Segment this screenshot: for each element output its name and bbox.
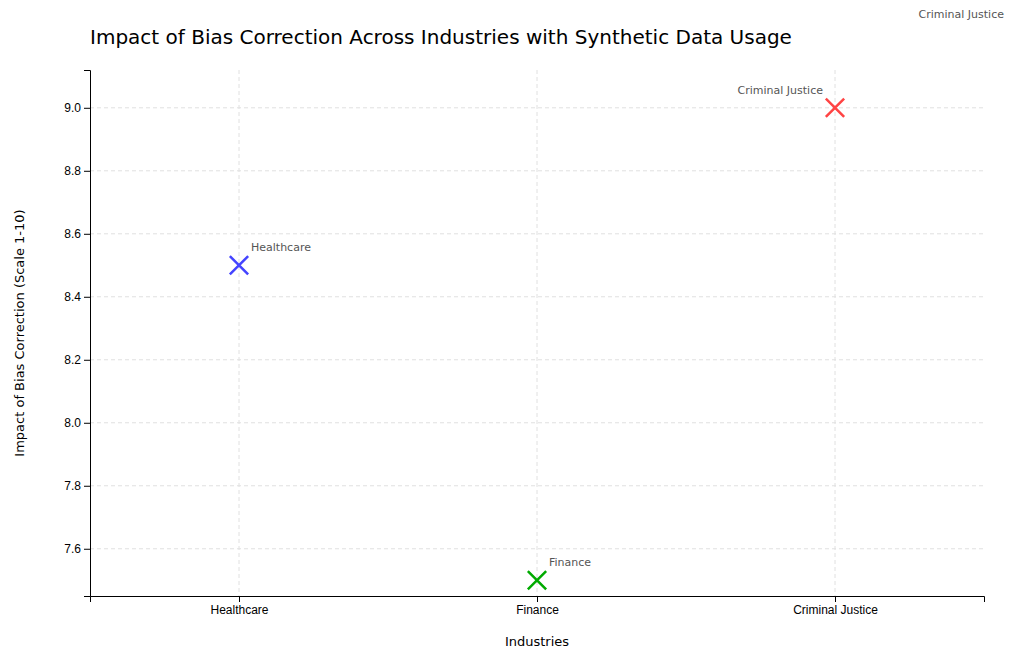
title: Impact of Bias Correction Across Industr… — [90, 25, 792, 49]
y-tick-mark — [84, 234, 90, 235]
y-tick-mark — [84, 549, 90, 550]
point — [528, 571, 546, 589]
y-tick-label: 9.0 — [64, 101, 81, 115]
y-tick-mark — [84, 297, 90, 298]
x-tick: Finance — [516, 596, 559, 617]
x-tick-label: Criminal Justice — [793, 603, 878, 617]
annotation: Healthcare — [251, 241, 311, 254]
y-tick: 8.8 — [64, 164, 90, 178]
y-tick-label: 8.2 — [64, 353, 81, 367]
y-axis-title: Impact of Bias Correction (Scale 1-10) — [12, 209, 27, 456]
plot-area: Healthcare Finance Criminal Justice 7.6 7.8 8… — [64, 70, 984, 617]
x-tick: Criminal Justice — [793, 596, 878, 617]
y-tick-mark — [84, 360, 90, 361]
x-tick-label: Healthcare — [210, 603, 268, 617]
y-tick: 8.6 — [64, 227, 90, 241]
y-tick: 7.6 — [64, 542, 90, 556]
y-tick-mark — [84, 171, 90, 172]
y-tick-label: 8.4 — [64, 290, 81, 304]
y-axis-line — [84, 71, 91, 597]
point — [826, 99, 844, 117]
y-tick: 8.4 — [64, 290, 90, 304]
point — [230, 256, 248, 274]
y-tick-mark — [84, 423, 90, 424]
x-tick-mark — [537, 596, 538, 602]
y-tick-label: 7.6 — [64, 542, 81, 556]
y-tick-label: 8.6 — [64, 227, 81, 241]
x-axis-line — [91, 597, 985, 603]
y-tick-label: 8.0 — [64, 416, 81, 430]
y-tick: 8.2 — [64, 353, 90, 367]
grid — [90, 70, 984, 596]
x-axis: Healthcare Finance Criminal Justice — [91, 596, 985, 617]
x-axis-title: Industries — [505, 634, 569, 649]
annotation: Finance — [549, 556, 591, 569]
x-tick: Healthcare — [210, 596, 268, 617]
grid-line — [239, 70, 240, 596]
y-tick-mark — [84, 108, 90, 109]
annotations: Healthcare Finance Criminal Justice Crimina… — [251, 8, 1004, 569]
y-tick: 7.8 — [64, 479, 90, 493]
x-tick-mark — [239, 596, 240, 602]
chart-svg: Healthcare Finance Criminal Justice 7.6 7.8 8… — [0, 0, 1024, 666]
y-tick: 8.0 — [64, 416, 90, 430]
y-tick-mark — [84, 486, 90, 487]
annotation: Criminal Justice — [919, 8, 1005, 21]
chart-container: Healthcare Finance Criminal Justice 7.6 7.8 8… — [0, 0, 1024, 666]
x-tick-mark — [835, 596, 836, 602]
y-tick-label: 8.8 — [64, 164, 81, 178]
annotation: Criminal Justice — [738, 84, 824, 97]
grid-line — [537, 70, 538, 596]
y-tick: 9.0 — [64, 101, 90, 115]
x-tick-label: Finance — [516, 603, 559, 617]
y-tick-label: 7.8 — [64, 479, 81, 493]
grid-line — [835, 70, 836, 596]
y-axis: 7.6 7.8 8.0 8.2 8.4 8.6 8.8 9.0 — [64, 71, 90, 597]
points — [230, 99, 844, 590]
